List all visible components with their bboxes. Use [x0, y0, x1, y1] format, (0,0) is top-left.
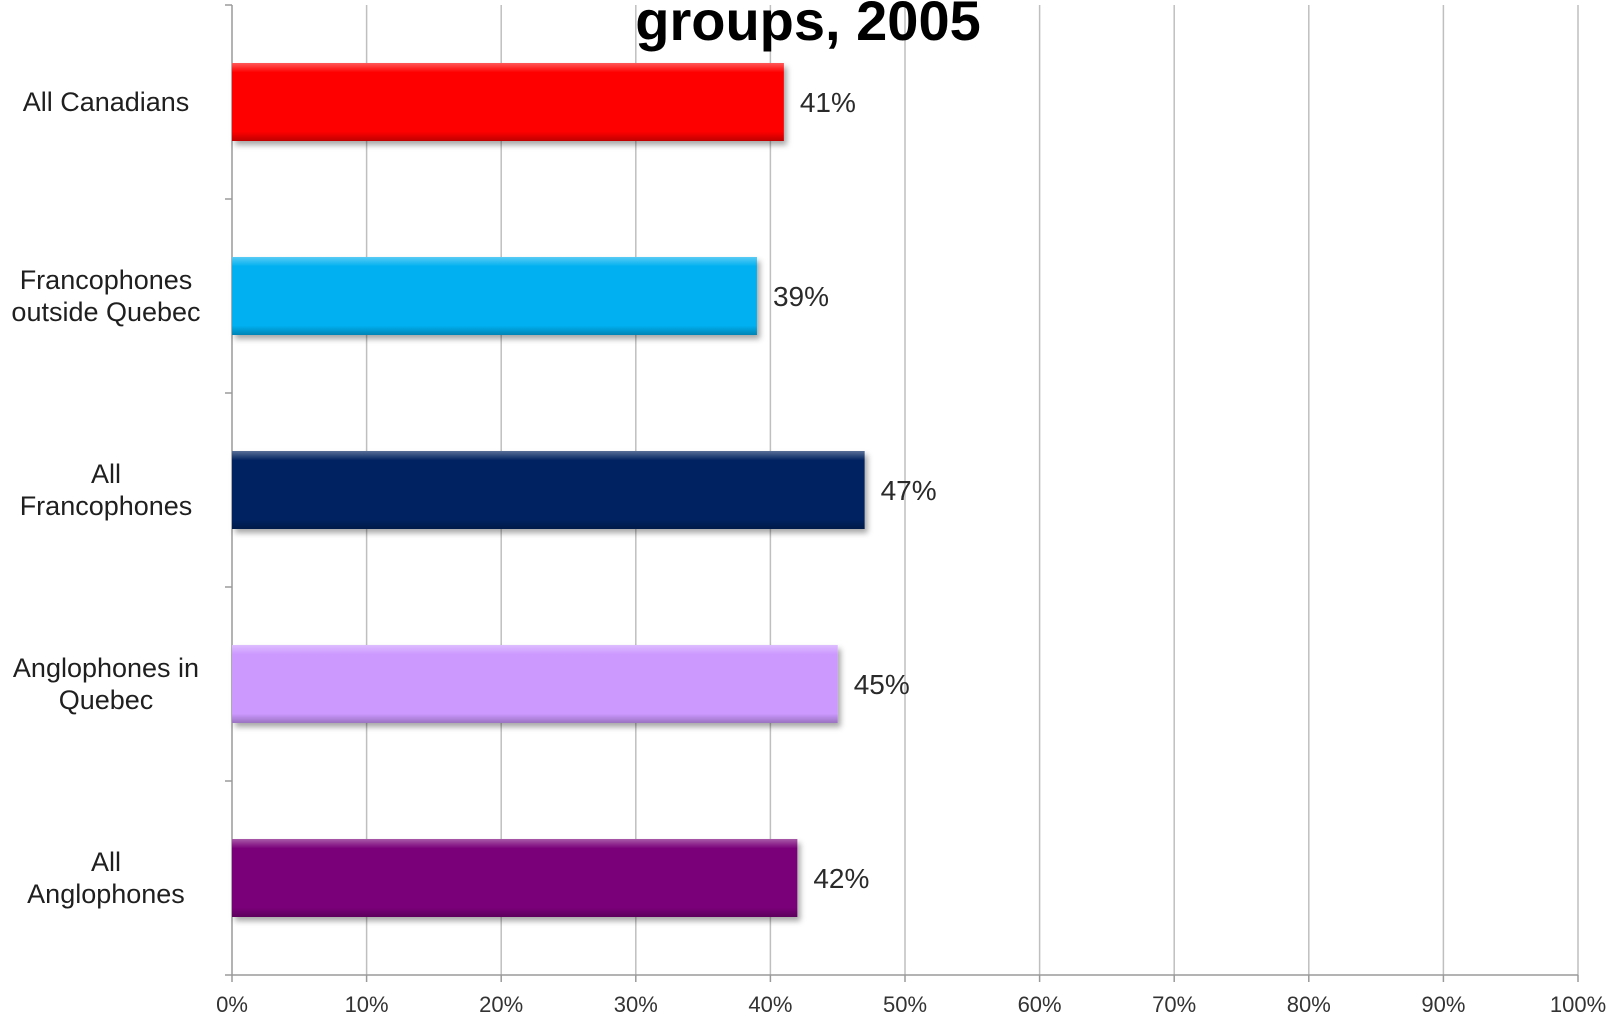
x-tick-label: 10%: [345, 992, 389, 1017]
x-tick-label: 0%: [216, 992, 248, 1017]
bar-bevel: [232, 645, 838, 723]
x-tick-label: 50%: [883, 992, 927, 1017]
x-tick-label: 80%: [1287, 992, 1331, 1017]
category-label: Anglophones in Quebec: [13, 653, 199, 715]
x-tick-label: 20%: [479, 992, 523, 1017]
category-label: All Anglophones: [27, 847, 185, 909]
category-label-line: Anglophones in: [13, 653, 199, 683]
data-label: 42%: [813, 863, 869, 894]
data-label: 45%: [854, 669, 910, 700]
x-tick-label: 30%: [614, 992, 658, 1017]
category-label-line: Quebec: [59, 685, 154, 715]
category-label: All Francophones: [20, 459, 193, 521]
data-label: 47%: [881, 475, 937, 506]
category-label-line: Francophones: [20, 265, 193, 295]
category-label-line: outside Quebec: [11, 297, 200, 327]
x-tick-label: 60%: [1018, 992, 1062, 1017]
x-tick-label: 40%: [748, 992, 792, 1017]
category-label-line: Francophones: [20, 491, 193, 521]
x-tick-label: 70%: [1152, 992, 1196, 1017]
data-label: 39%: [773, 281, 829, 312]
bar-bevel: [232, 63, 784, 141]
data-label: 41%: [800, 87, 856, 118]
chart-title: groups, 2005: [635, 0, 980, 52]
bar-bevel: [232, 257, 757, 335]
category-label-line: All: [91, 459, 121, 489]
category-label: All Canadians: [23, 87, 190, 117]
category-label-line: All: [91, 847, 121, 877]
category-label-line: All Canadians: [23, 87, 190, 117]
bar-bevel: [232, 451, 865, 529]
x-tick-label: 100%: [1550, 992, 1606, 1017]
category-label: Francophones outside Quebec: [11, 265, 200, 327]
bar-bevel: [232, 839, 798, 917]
x-tick-label: 90%: [1421, 992, 1465, 1017]
category-label-line: Anglophones: [27, 879, 185, 909]
